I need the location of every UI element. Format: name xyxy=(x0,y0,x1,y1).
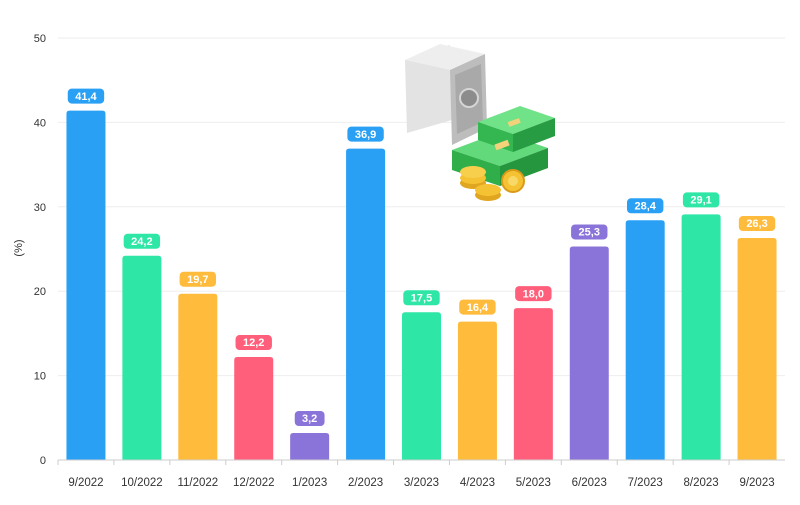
data-label: 3,2 xyxy=(302,413,317,425)
x-tick-label: 10/2022 xyxy=(121,477,163,489)
data-label: 19,7 xyxy=(187,274,208,286)
x-tick-label: 9/2023 xyxy=(739,477,774,489)
x-tick-label: 1/2023 xyxy=(292,477,327,489)
bar-7-2023[interactable] xyxy=(625,220,665,460)
y-tick-label: 40 xyxy=(34,117,46,129)
illustration xyxy=(405,44,555,201)
bar-4-2023[interactable] xyxy=(457,321,497,460)
x-tick-label: 3/2023 xyxy=(404,477,439,489)
y-tick-label: 10 xyxy=(34,371,46,383)
x-tick-label: 9/2022 xyxy=(68,477,103,489)
x-tick-label: 7/2023 xyxy=(628,477,663,489)
coin-pile xyxy=(460,166,525,201)
data-label-badge xyxy=(179,271,217,287)
y-axis-label: (%) xyxy=(13,239,25,256)
data-label: 17,5 xyxy=(411,293,432,305)
y-tick-label: 30 xyxy=(34,202,46,214)
bars-layer xyxy=(66,110,777,461)
data-label-badge xyxy=(459,299,496,315)
x-tick-label: 2/2023 xyxy=(348,477,383,489)
data-label: 28,4 xyxy=(634,201,656,213)
y-tick-label: 50 xyxy=(34,33,46,45)
data-label: 36,9 xyxy=(355,129,376,141)
data-label: 29,1 xyxy=(690,195,711,207)
data-label-badge xyxy=(123,233,161,249)
safe-dial xyxy=(459,88,479,108)
bar-1-2023[interactable] xyxy=(290,432,330,460)
data-label-badge xyxy=(738,216,776,232)
bar-8-2023[interactable] xyxy=(681,214,721,460)
bar-12-2022[interactable] xyxy=(234,357,274,460)
bar-10-2022[interactable] xyxy=(122,255,162,460)
bar-11-2022[interactable] xyxy=(178,293,218,460)
y-tick-label: 0 xyxy=(40,455,46,467)
x-tick-label: 12/2022 xyxy=(233,477,275,489)
data-label: 12,2 xyxy=(243,337,264,349)
data-label-badge xyxy=(294,410,325,426)
bar-9-2023[interactable] xyxy=(737,238,777,460)
bar-9-2022[interactable] xyxy=(66,110,106,461)
x-tick-label: 8/2023 xyxy=(684,477,719,489)
y-tick-label: 20 xyxy=(34,286,46,298)
data-label: 24,2 xyxy=(131,236,152,248)
bar-3-2023[interactable] xyxy=(402,312,441,460)
x-tick-label: 5/2023 xyxy=(516,477,551,489)
axes-layer: (%) 0 10 20 30 40 50 9/2022 10/2022 11/2022 12/20… xyxy=(13,33,785,489)
bar-2-2023[interactable] xyxy=(346,148,386,460)
data-label-badge xyxy=(403,290,440,306)
x-tick-label: 6/2023 xyxy=(572,477,607,489)
data-label-badge xyxy=(682,192,720,208)
data-label-badge xyxy=(235,335,272,351)
data-label-badge xyxy=(571,224,608,240)
data-label-badge xyxy=(67,88,105,104)
bar-6-2023[interactable] xyxy=(569,246,609,460)
data-label: 16,4 xyxy=(467,302,489,314)
data-label-badge xyxy=(515,286,552,302)
labels-layer: 41,4 24,2 19,7 12,2 3,2 36,9 17,5 16,4 18,0 25,3 2… xyxy=(67,88,776,426)
x-tick-label: 4/2023 xyxy=(460,477,495,489)
safe-with-money-icon xyxy=(405,44,555,201)
data-label-badge xyxy=(626,198,664,214)
x-tick-label: 11/2022 xyxy=(177,477,218,489)
safe-top xyxy=(405,44,485,70)
data-label: 18,0 xyxy=(523,288,544,300)
bar-5-2023[interactable] xyxy=(513,308,553,460)
data-label: 41,4 xyxy=(75,91,97,103)
data-label: 26,3 xyxy=(746,218,767,230)
data-label-badge xyxy=(347,126,384,142)
data-label: 25,3 xyxy=(579,227,600,239)
